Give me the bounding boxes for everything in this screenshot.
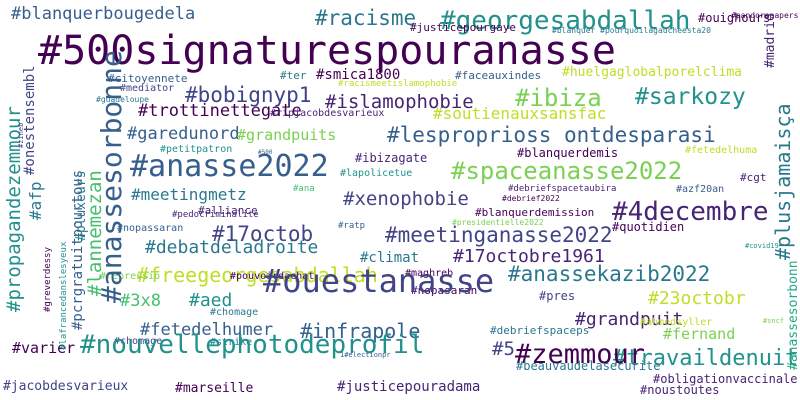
word: #presidentielle2022 bbox=[452, 218, 544, 227]
word: #anassekazib2022 bbox=[508, 262, 711, 286]
word: #repressio bbox=[100, 271, 161, 282]
word: #beauvaudelasecurite bbox=[516, 359, 661, 373]
word: #meetingmetz bbox=[131, 185, 247, 204]
word: #debatdeladroite bbox=[145, 237, 319, 258]
word: #islamophobie bbox=[325, 91, 474, 113]
word: #ripjacobdesvarieux bbox=[270, 108, 385, 119]
word: #jacobdesvarieux bbox=[3, 379, 129, 394]
word: #ahmedsyller bbox=[640, 317, 713, 328]
word: #maghreb bbox=[405, 268, 454, 279]
word: #fernand bbox=[663, 325, 736, 343]
word: #23octobr bbox=[648, 288, 746, 309]
word: #justicepourgaye bbox=[410, 21, 516, 34]
word: #cgt bbox=[740, 171, 767, 184]
word: #obligationvaccinale bbox=[653, 372, 798, 386]
word: #noustoutes bbox=[640, 383, 720, 397]
word: #mediator bbox=[120, 83, 175, 94]
word: #ratp bbox=[338, 221, 366, 231]
word: #anassesorbonne bbox=[95, 50, 128, 303]
word: #meetinganasse2022 bbox=[385, 223, 613, 247]
word: #aed bbox=[189, 290, 233, 311]
word: #madrid bbox=[763, 13, 778, 68]
word: #varier bbox=[12, 339, 76, 357]
word: #blanquerdemission bbox=[475, 206, 595, 219]
word: #azf20an bbox=[676, 184, 725, 195]
word: #17octob bbox=[212, 222, 314, 246]
word: #faceauxindes bbox=[455, 69, 542, 82]
word: #zineb bbox=[17, 122, 25, 148]
word: #covid19 bbox=[745, 242, 779, 250]
word: #freegeorgesabdallah bbox=[137, 263, 378, 287]
word: #pouvoirdachat bbox=[230, 271, 315, 282]
word: #sncf bbox=[763, 317, 785, 325]
word: #500signaturespouranasse bbox=[38, 28, 616, 74]
word: #chomage bbox=[114, 336, 163, 347]
word: #soutienauxsansfac bbox=[433, 104, 607, 123]
word: #blanquerbougedela bbox=[11, 4, 196, 24]
word: #smica1800 bbox=[316, 67, 401, 83]
word: #pandorapapers bbox=[731, 11, 799, 20]
word: #blanquer #pourquoilagaucheesta20 bbox=[552, 26, 711, 35]
word: #debrief2022 bbox=[502, 194, 560, 203]
word: #ibiza bbox=[515, 84, 602, 112]
word: #500 bbox=[258, 149, 273, 156]
word: #anassesorbonn bbox=[786, 260, 800, 370]
word: #justicepouradama bbox=[337, 379, 481, 395]
word: #nopasaran bbox=[411, 284, 478, 297]
word: #trottinettegate bbox=[138, 101, 302, 121]
word: #huelgaglobalporelclima bbox=[562, 65, 743, 80]
word: #ouestanasse bbox=[263, 262, 495, 300]
word: #quotidien bbox=[612, 220, 685, 234]
word: #zemmour bbox=[515, 339, 646, 370]
word: #anasse2022 bbox=[130, 149, 329, 184]
word: #grandpuit bbox=[575, 309, 684, 330]
word: #5 bbox=[492, 338, 515, 360]
word: #pres bbox=[539, 289, 576, 303]
word: #lafrancedanslesyeux bbox=[59, 241, 69, 350]
word: #racismeetislamophobie bbox=[338, 79, 458, 89]
word: #nouvellephotodeprofil bbox=[80, 330, 425, 360]
word: #chomage bbox=[210, 307, 259, 318]
word: #blanquerdemis bbox=[517, 146, 619, 160]
word: #sarkozy bbox=[635, 84, 746, 110]
word: #xenophobie bbox=[343, 188, 469, 210]
word: #garedunord bbox=[127, 124, 240, 144]
word: #citoyennete bbox=[108, 72, 188, 85]
word: #spaceanasse2022 bbox=[451, 157, 683, 185]
word: #bobignyp1 bbox=[185, 83, 312, 107]
word: #racisme bbox=[315, 6, 417, 30]
word: #3x8 bbox=[120, 291, 161, 311]
word: #guadeloupe bbox=[96, 95, 149, 104]
word: #lesproprioss ontdesparasi bbox=[387, 123, 716, 147]
word: #pluxeurs bbox=[74, 170, 89, 241]
word: #pedocriminalite bbox=[172, 210, 259, 220]
word: #ibizagate bbox=[355, 151, 428, 165]
word: #fetedelhumer bbox=[140, 320, 274, 340]
word: #travaildenuit bbox=[613, 346, 799, 371]
word: #17octobre1961 bbox=[453, 246, 605, 267]
word: #afp bbox=[26, 181, 45, 220]
word: #ouighours bbox=[698, 11, 771, 25]
word: #ter bbox=[280, 69, 307, 82]
word: #infrapole bbox=[300, 319, 421, 343]
word: #plusjamaisça bbox=[771, 103, 795, 260]
word: #strike bbox=[210, 337, 253, 348]
word: #onestensembl bbox=[22, 65, 38, 175]
word: #grandpuits bbox=[237, 126, 337, 144]
word: #debriefspaceps bbox=[490, 324, 590, 337]
word: #debriefspacetaubira bbox=[508, 184, 617, 194]
word: #nopassaran bbox=[117, 223, 184, 234]
word: #marseille bbox=[175, 381, 254, 396]
word: #4decembre bbox=[612, 197, 769, 227]
word: #georgesabdallah bbox=[440, 6, 691, 36]
word: #alliance bbox=[198, 204, 258, 217]
word: #petitpatron bbox=[160, 144, 233, 155]
word: #fetedelhuma bbox=[685, 145, 758, 156]
word: #ana bbox=[293, 184, 315, 194]
word: #greverdessy bbox=[43, 246, 53, 312]
word: #lapolicetue bbox=[340, 168, 413, 179]
word: #climat bbox=[360, 250, 420, 266]
word: 1#electionpr bbox=[340, 351, 391, 359]
